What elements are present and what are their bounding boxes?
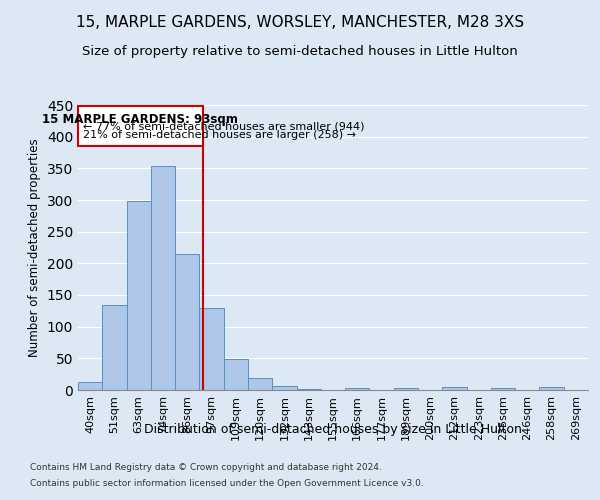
Text: Size of property relative to semi-detached houses in Little Hulton: Size of property relative to semi-detach… [82,45,518,58]
Bar [248,378,272,390]
Y-axis label: Number of semi-detached properties: Number of semi-detached properties [28,138,41,357]
Text: ← 77% of semi-detached houses are smaller (944): ← 77% of semi-detached houses are smalle… [83,122,364,132]
Text: Contains HM Land Registry data © Crown copyright and database right 2024.: Contains HM Land Registry data © Crown c… [30,464,382,472]
Bar [394,388,418,390]
Bar [127,200,151,390]
Bar [175,254,199,390]
Text: 21% of semi-detached houses are larger (258) →: 21% of semi-detached houses are larger (… [83,130,356,140]
Bar [296,388,321,390]
Bar [539,388,564,390]
Bar [345,388,370,390]
FancyBboxPatch shape [78,106,203,146]
Text: 15, MARPLE GARDENS, WORSLEY, MANCHESTER, M28 3XS: 15, MARPLE GARDENS, WORSLEY, MANCHESTER,… [76,15,524,30]
Text: 15 MARPLE GARDENS: 93sqm: 15 MARPLE GARDENS: 93sqm [43,112,238,126]
Bar [151,166,175,390]
Bar [272,386,296,390]
Bar [78,382,102,390]
Bar [199,308,224,390]
Bar [102,304,127,390]
Bar [491,388,515,390]
Bar [442,388,467,390]
Text: Distribution of semi-detached houses by size in Little Hulton: Distribution of semi-detached houses by … [144,422,522,436]
Text: Contains public sector information licensed under the Open Government Licence v3: Contains public sector information licen… [30,478,424,488]
Bar [224,359,248,390]
